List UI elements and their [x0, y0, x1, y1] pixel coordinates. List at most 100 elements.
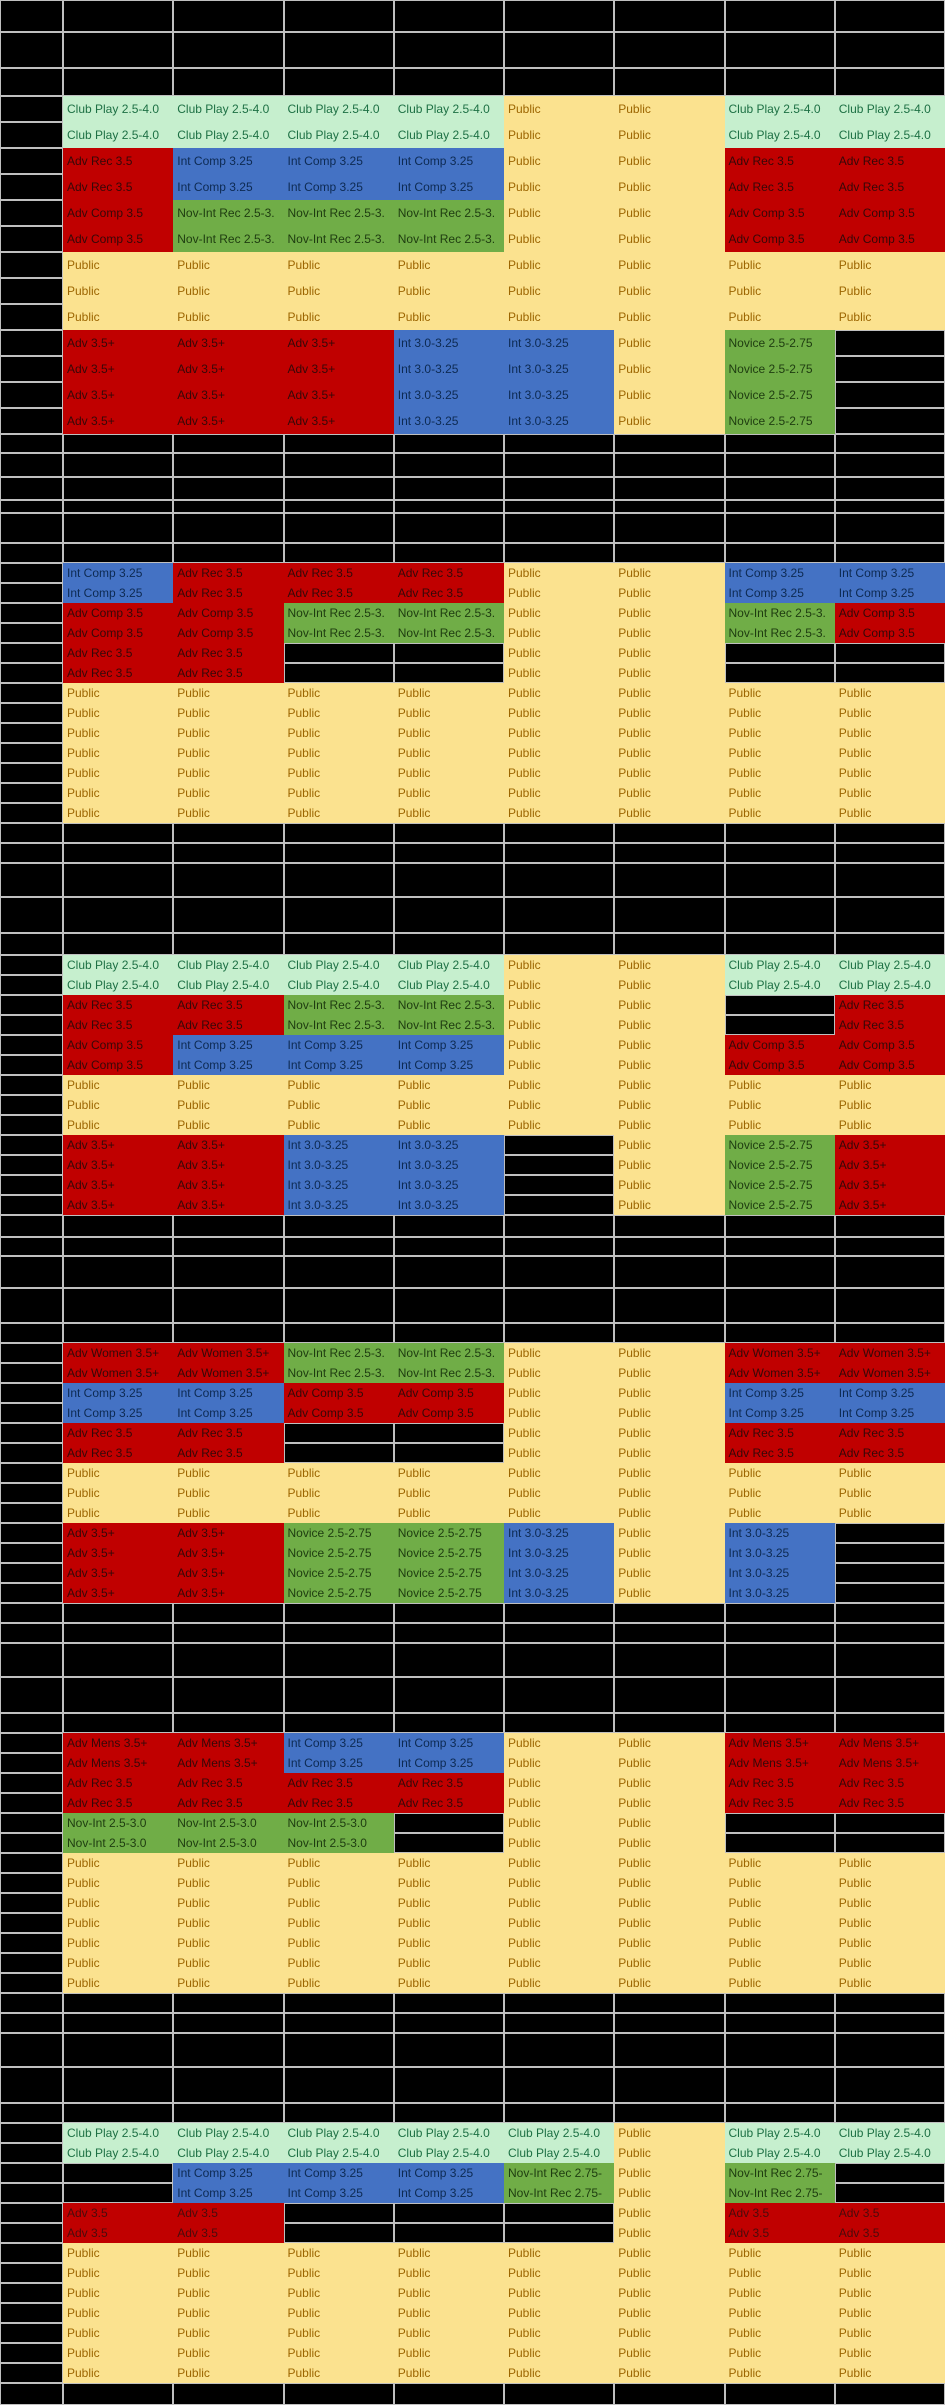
- schedule-cell: Public: [614, 1095, 725, 1115]
- schedule-cell: Public: [614, 2343, 725, 2363]
- schedule-cell: Public: [834, 1973, 945, 1993]
- time-column-cell: [0, 1583, 63, 1603]
- schedule-cell: Public: [724, 1853, 835, 1873]
- empty-cell: [724, 1993, 835, 2013]
- schedule-cell: Public: [504, 1833, 615, 1853]
- schedule-cell: Club Play 2.5-4.0: [834, 955, 945, 975]
- schedule-cell: Public: [724, 763, 835, 783]
- empty-cell: [173, 1623, 284, 1643]
- schedule-cell: Adv Comp 3.5: [63, 603, 174, 623]
- empty-cell: [504, 823, 615, 843]
- time-column-cell: [0, 2383, 63, 2405]
- empty-cell: [173, 933, 284, 955]
- schedule-row: [0, 1256, 945, 1288]
- empty-cell: [614, 1677, 725, 1713]
- schedule-row: Public Public Public Public Public Public Publ…: [0, 304, 945, 330]
- empty-cell: [63, 863, 174, 897]
- empty-cell: [173, 2013, 284, 2033]
- schedule-cell: Adv Rec 3.5: [63, 1015, 174, 1035]
- schedule-cell: Nov-Int 2.5-3.0: [63, 1833, 174, 1853]
- schedule-cell: Public: [283, 683, 394, 703]
- schedule-cell: Int Comp 3.25: [834, 1403, 945, 1423]
- schedule-cell: Int Comp 3.25: [283, 1035, 394, 1055]
- schedule-cell: Public: [283, 2263, 394, 2283]
- schedule-cell: Adv Comp 3.5: [724, 200, 835, 226]
- empty-cell: [283, 897, 394, 933]
- schedule-cell: Public: [504, 2243, 615, 2263]
- schedule-cell: Public: [614, 955, 725, 975]
- schedule-cell: Nov-Int Rec 2.5-3.: [393, 623, 504, 643]
- schedule-cell: Public: [614, 1953, 725, 1973]
- schedule-cell: Public: [724, 2243, 835, 2263]
- schedule-cell: Adv 3.5+: [63, 1175, 174, 1195]
- schedule-cell: Public: [504, 2283, 615, 2303]
- schedule-row: Club Play 2.5-4.0 Club Play 2.5-4.0 Club P…: [0, 975, 945, 995]
- schedule-cell: Int Comp 3.25: [393, 2183, 504, 2203]
- schedule-cell: Club Play 2.5-4.0: [283, 2123, 394, 2143]
- schedule-cell: Adv Women 3.5+: [63, 1343, 174, 1363]
- schedule-cell: Nov-Int Rec 2.5-3.: [173, 226, 284, 252]
- schedule-cell: Int 3.0-3.25: [724, 1563, 835, 1583]
- schedule-cell: Public: [834, 278, 945, 304]
- schedule-row: [0, 513, 945, 543]
- empty-cell: [834, 1563, 945, 1583]
- empty-cell: [393, 68, 504, 96]
- schedule-cell: Adv Comp 3.5: [724, 1035, 835, 1055]
- schedule-cell: Adv Rec 3.5: [63, 995, 174, 1015]
- schedule-cell: Public: [504, 1973, 615, 1993]
- empty-cell: [393, 1237, 504, 1256]
- empty-cell: [393, 1423, 504, 1443]
- schedule-row: Adv Comp 3.5 Int Comp 3.25 Int Comp 3.25 In…: [0, 1035, 945, 1055]
- schedule-cell: Adv Rec 3.5: [393, 583, 504, 603]
- time-column-cell: [0, 1075, 63, 1095]
- schedule-cell: Novice 2.5-2.75: [724, 1155, 835, 1175]
- schedule-cell: Public: [173, 803, 284, 823]
- schedule-cell: Public: [173, 1953, 284, 1973]
- schedule-cell: Int Comp 3.25: [63, 1383, 174, 1403]
- empty-cell: [614, 2383, 725, 2405]
- empty-cell: [393, 2067, 504, 2103]
- empty-cell: [504, 1195, 615, 1215]
- time-column-cell: [0, 1363, 63, 1383]
- schedule-cell: Club Play 2.5-4.0: [834, 975, 945, 995]
- schedule-cell: Club Play 2.5-4.0: [173, 96, 284, 122]
- empty-cell: [283, 1215, 394, 1237]
- empty-cell: [283, 663, 394, 683]
- schedule-cell: Nov-Int Rec 2.75-: [724, 2163, 835, 2183]
- schedule-cell: Public: [283, 1953, 394, 1973]
- time-column-cell: [0, 122, 63, 148]
- schedule-cell: Public: [834, 743, 945, 763]
- empty-cell: [724, 1603, 835, 1623]
- time-column-cell: [0, 2303, 63, 2323]
- schedule-cell: Public: [283, 1115, 394, 1135]
- empty-cell: [834, 408, 945, 434]
- schedule-cell: Public: [724, 252, 835, 278]
- empty-cell: [834, 1237, 945, 1256]
- schedule-cell: Public: [614, 743, 725, 763]
- empty-cell: [504, 1323, 615, 1343]
- empty-cell: [504, 32, 615, 68]
- schedule-cell: Public: [504, 1733, 615, 1753]
- schedule-row: Int Comp 3.25 Int Comp 3.25 Int Comp 3.25 N…: [0, 2183, 945, 2203]
- schedule-cell: Novice 2.5-2.75: [283, 1563, 394, 1583]
- empty-cell: [283, 2383, 394, 2405]
- schedule-row: Public Public Public Public Public Public Publ…: [0, 1075, 945, 1095]
- schedule-cell: Nov-Int Rec 2.75-: [724, 2183, 835, 2203]
- time-column-cell: [0, 513, 63, 543]
- empty-cell: [393, 2103, 504, 2123]
- empty-cell: [504, 2103, 615, 2123]
- schedule-row: Adv Rec 3.5 Adv Rec 3.5 Nov-Int Rec 2.5-3.…: [0, 1015, 945, 1035]
- schedule-cell: Public: [614, 1195, 725, 1215]
- empty-cell: [614, 863, 725, 897]
- schedule-cell: Public: [834, 252, 945, 278]
- schedule-row: Int Comp 3.25 Int Comp 3.25 Adv Comp 3.5 Ad…: [0, 1403, 945, 1423]
- schedule-cell: Public: [614, 995, 725, 1015]
- schedule-cell: Public: [63, 1095, 174, 1115]
- schedule-cell: Adv Rec 3.5: [63, 174, 174, 200]
- time-column-cell: [0, 1015, 63, 1035]
- schedule-cell: Adv Rec 3.5: [63, 1793, 174, 1813]
- time-column-cell: [0, 1523, 63, 1543]
- empty-cell: [173, 1237, 284, 1256]
- empty-cell: [283, 1423, 394, 1443]
- schedule-cell: Public: [614, 1155, 725, 1175]
